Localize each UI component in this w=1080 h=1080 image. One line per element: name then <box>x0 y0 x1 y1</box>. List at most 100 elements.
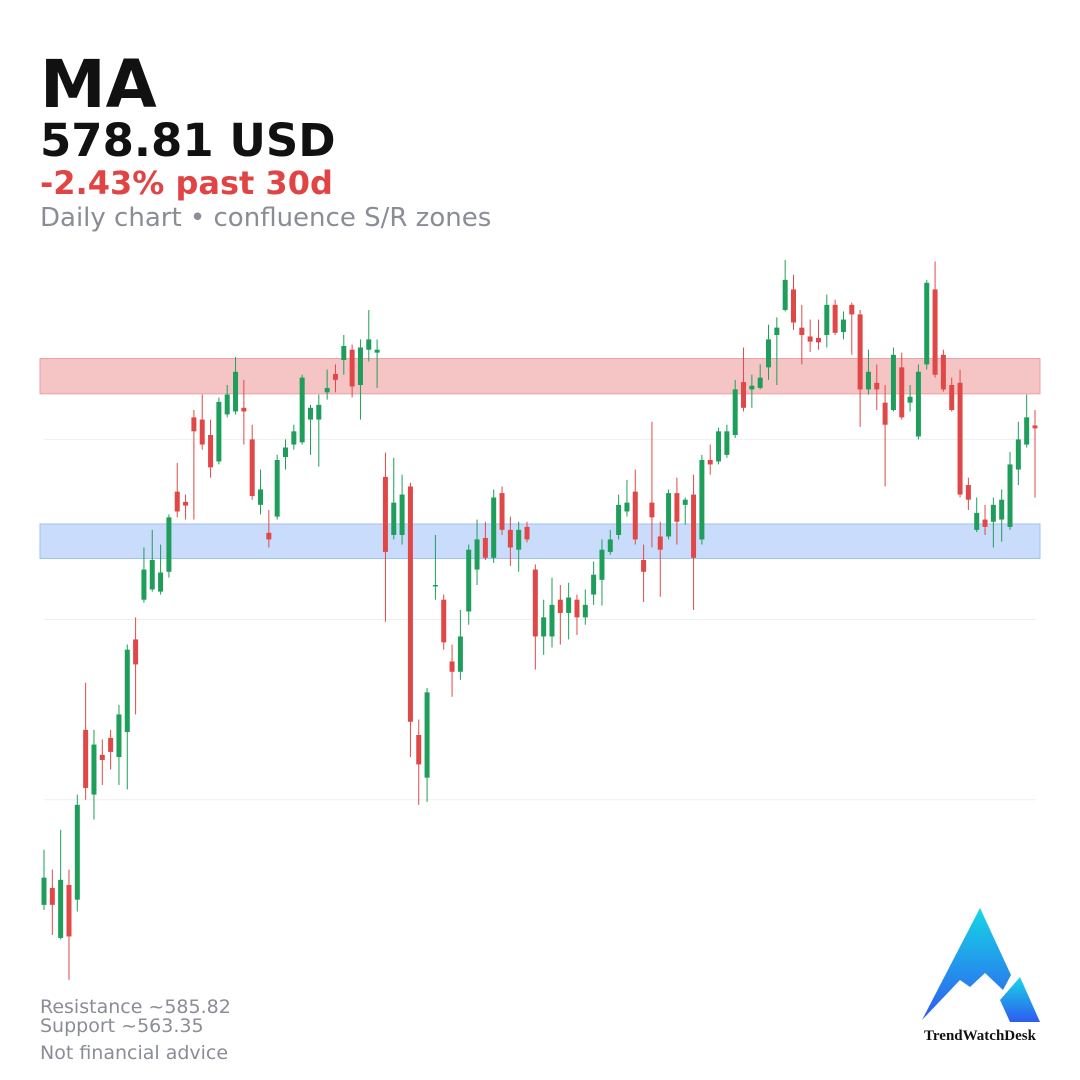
candle-body <box>366 339 372 350</box>
candle-body <box>274 460 280 517</box>
candle-body <box>133 639 139 665</box>
candle-body <box>541 617 547 637</box>
candle-body <box>999 499 1005 520</box>
candle-body <box>824 304 830 335</box>
disclaimer: Not financial advice <box>40 1042 228 1064</box>
candle-body <box>216 401 222 462</box>
candle-body <box>591 574 597 595</box>
candle-body <box>641 560 647 572</box>
candle-body <box>649 502 655 518</box>
candle-body <box>149 560 155 590</box>
candle-body <box>682 499 688 505</box>
candle-body <box>332 373 338 380</box>
candle-body <box>283 447 289 458</box>
candle-body <box>491 497 497 558</box>
candle-body <box>674 493 680 522</box>
candle-body <box>116 714 122 758</box>
sr-zone <box>39 523 1041 560</box>
candle-body <box>699 460 705 540</box>
candle-body <box>191 417 197 432</box>
candle-body <box>616 504 622 535</box>
candle-body <box>566 597 572 613</box>
sr-zone <box>39 358 1041 395</box>
candle-body <box>907 396 913 403</box>
candle-body <box>707 460 713 465</box>
candle-body <box>74 804 80 900</box>
logo-text: TrendWatchDesk <box>924 1028 1037 1044</box>
candle-body <box>416 735 422 765</box>
candle-body <box>990 504 996 522</box>
candle-body <box>166 517 172 572</box>
candle-body <box>507 529 513 548</box>
candle-body <box>474 539 480 570</box>
candle-body <box>774 327 780 335</box>
candle-body <box>624 502 630 512</box>
candle-body <box>691 494 697 558</box>
candle-body <box>982 519 988 527</box>
candle-body <box>99 754 105 760</box>
candle-body <box>241 407 247 412</box>
candle-body <box>108 737 114 752</box>
candle-body <box>749 385 755 390</box>
candle-body <box>41 877 47 905</box>
candle-body <box>799 327 805 335</box>
candle-body <box>782 279 788 310</box>
candle-body <box>1024 417 1030 445</box>
candle-body <box>890 354 896 410</box>
candle-body <box>599 549 605 580</box>
candle-body <box>524 526 530 540</box>
logo: TrendWatchDesk <box>922 908 1040 1044</box>
candle-body <box>899 367 905 418</box>
candle-body <box>1032 425 1038 429</box>
candle-body <box>807 336 813 342</box>
candle-body <box>391 502 397 535</box>
candle-body <box>965 485 971 500</box>
candle-body <box>432 585 438 587</box>
candle-body <box>324 387 330 393</box>
candle-body <box>341 346 347 360</box>
candle-body <box>58 879 64 938</box>
candle-body <box>974 512 980 530</box>
candle-body <box>857 314 863 390</box>
candle-body <box>382 476 388 552</box>
candle-body <box>741 382 747 408</box>
candle-body <box>449 661 455 672</box>
candle-body <box>258 489 264 505</box>
candle-body <box>574 599 580 618</box>
candle-body <box>457 636 463 672</box>
candle-body <box>815 337 821 343</box>
candle-body <box>357 347 363 385</box>
candle-body <box>932 289 938 375</box>
support-note: Support ~563.35 <box>40 1015 204 1037</box>
candle-body <box>516 529 522 550</box>
candle-body <box>349 349 355 387</box>
candle-body <box>607 539 613 552</box>
candle-body <box>832 304 838 333</box>
plot-area <box>39 260 1041 980</box>
candle-body <box>249 439 255 497</box>
candle-body <box>83 729 89 788</box>
candle-body <box>482 537 488 558</box>
candle-body <box>874 382 880 390</box>
candle-body <box>316 404 322 420</box>
candle-body <box>224 394 230 415</box>
price: 578.81 USD <box>40 114 336 167</box>
resistance-note: Resistance ~585.82 <box>40 996 231 1018</box>
candle-body <box>208 435 214 468</box>
candle-body <box>657 536 663 550</box>
candle-body <box>924 282 930 365</box>
candle-body <box>374 349 380 353</box>
subtitle: Daily chart • confluence S/R zones <box>40 203 491 233</box>
candle-body <box>840 319 846 333</box>
candle-body <box>124 649 130 733</box>
candle-body <box>1007 464 1013 527</box>
candle-body <box>532 569 538 637</box>
candle-body <box>399 494 405 535</box>
logo-mountain <box>922 908 1011 1020</box>
candle-body <box>666 493 672 537</box>
candle-body <box>1015 439 1021 470</box>
candle-body <box>790 289 796 323</box>
candle-body <box>632 491 638 540</box>
candle-body <box>424 692 430 778</box>
